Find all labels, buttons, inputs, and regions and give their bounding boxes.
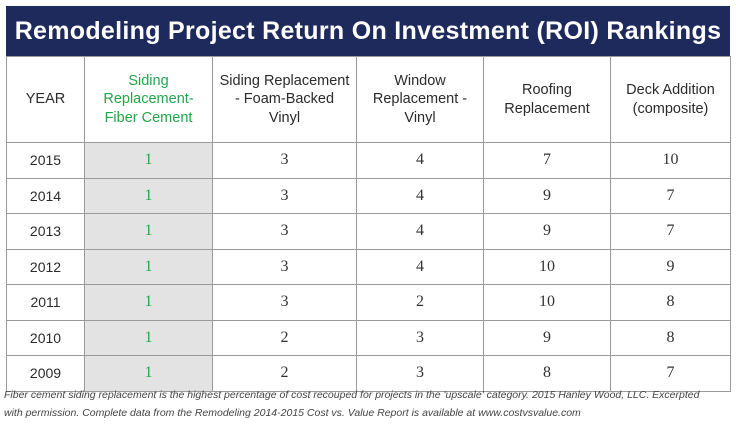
- year-cell: 2012: [6, 248, 85, 285]
- rank-cell: 3: [212, 177, 357, 214]
- table-row: 2011 1 3 2 10 8: [6, 284, 731, 321]
- year-cell: 2013: [6, 213, 85, 250]
- rank-cell: 8: [483, 355, 611, 392]
- rank-cell: 7: [610, 177, 731, 214]
- table-body: 2015 1 3 4 7 10 2014 1 3 4 9 7 2013 1 3 4 9 7 2012 1 3 4 10 9 20…: [6, 142, 731, 392]
- rank-cell: 4: [356, 142, 484, 179]
- rank-cell: 1: [84, 213, 213, 250]
- rank-cell: 2: [212, 319, 357, 356]
- year-cell: 2014: [6, 177, 85, 214]
- rank-cell: 9: [610, 248, 731, 285]
- column-header-1: Siding Replacement-Fiber Cement: [84, 56, 213, 143]
- column-header-4: Roofing Replacement: [483, 56, 611, 143]
- rank-cell: 3: [212, 248, 357, 285]
- year-cell: 2011: [6, 284, 85, 321]
- caption: Fiber cement siding replacement is the h…: [4, 386, 732, 422]
- rank-cell: 7: [610, 213, 731, 250]
- rank-cell: 1: [84, 355, 213, 392]
- column-header-3: Window Replacement - Vinyl: [356, 56, 484, 143]
- rank-cell: 1: [84, 142, 213, 179]
- rank-cell: 2: [356, 284, 484, 321]
- header-row: YEAR Siding Replacement-Fiber Cement Sidin…: [6, 56, 731, 143]
- table-row: 2009 1 2 3 8 7: [6, 355, 731, 392]
- roi-rankings-figure: Remodeling Project Return On Investment …: [6, 6, 731, 392]
- table-row: 2012 1 3 4 10 9: [6, 248, 731, 285]
- rank-cell: 9: [483, 213, 611, 250]
- rank-cell: 7: [610, 355, 731, 392]
- table-row: 2015 1 3 4 7 10: [6, 142, 731, 179]
- rank-cell: 4: [356, 177, 484, 214]
- column-header-year: YEAR: [6, 56, 85, 143]
- column-header-2: Siding Replacement - Foam-Backed Vinyl: [212, 56, 357, 143]
- rank-cell: 2: [212, 355, 357, 392]
- rank-cell: 10: [483, 248, 611, 285]
- rank-cell: 9: [483, 319, 611, 356]
- rank-cell: 1: [84, 248, 213, 285]
- table-row: 2013 1 3 4 9 7: [6, 213, 731, 250]
- column-header-5: Deck Addition (composite): [610, 56, 731, 143]
- rank-cell: 1: [84, 319, 213, 356]
- rank-cell: 10: [610, 142, 731, 179]
- rank-cell: 7: [483, 142, 611, 179]
- rank-cell: 8: [610, 284, 731, 321]
- rank-cell: 4: [356, 213, 484, 250]
- year-cell: 2015: [6, 142, 85, 179]
- rank-cell: 10: [483, 284, 611, 321]
- table-title: Remodeling Project Return On Investment …: [6, 6, 730, 56]
- rank-cell: 1: [84, 284, 213, 321]
- year-cell: 2009: [6, 355, 85, 392]
- caption-line-1: Fiber cement siding replacement is the h…: [4, 389, 700, 401]
- caption-line-2: with permission. Complete data from the …: [4, 407, 581, 419]
- rank-cell: 8: [610, 319, 731, 356]
- rank-cell: 3: [356, 319, 484, 356]
- rank-cell: 3: [212, 213, 357, 250]
- rank-cell: 1: [84, 177, 213, 214]
- rank-cell: 9: [483, 177, 611, 214]
- rankings-table: YEAR Siding Replacement-Fiber Cement Sidin…: [6, 56, 731, 392]
- rank-cell: 4: [356, 248, 484, 285]
- table-row: 2010 1 2 3 9 8: [6, 319, 731, 356]
- year-cell: 2010: [6, 319, 85, 356]
- rank-cell: 3: [212, 142, 357, 179]
- rank-cell: 3: [356, 355, 484, 392]
- rank-cell: 3: [212, 284, 357, 321]
- table-row: 2014 1 3 4 9 7: [6, 177, 731, 214]
